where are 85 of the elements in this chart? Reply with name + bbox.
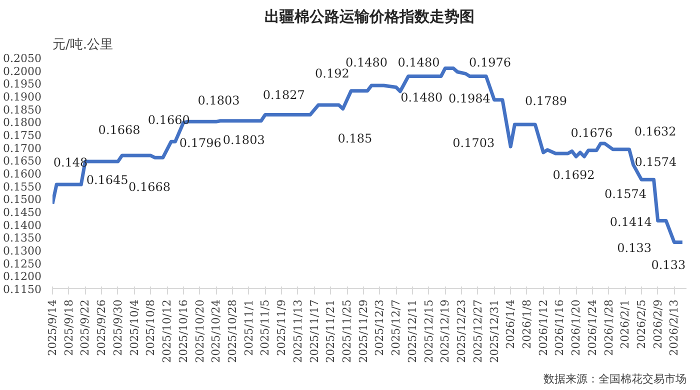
x-tick-label: 2025/12/11	[406, 299, 419, 363]
x-tick-label: 2025/10/12	[160, 299, 174, 363]
x-tick-label: 2025/11/9	[275, 299, 288, 356]
x-tick-label: 2025/12/23	[455, 299, 468, 363]
x-tick-label: 2025/10/24	[210, 299, 223, 363]
y-axis-title: 元/吨.公里	[52, 38, 114, 52]
x-tick-label: 2026/2/13	[668, 299, 681, 356]
annotation: 0.133	[651, 258, 686, 272]
x-tick-label: 2025/12/7	[390, 299, 403, 356]
y-tick-label: 0.1500	[3, 193, 42, 206]
annotation: 0.1660	[148, 113, 190, 128]
line-series	[52, 66, 684, 244]
x-tick-label: 2025/12/15	[422, 299, 436, 363]
y-tick-label: 0.1200	[3, 270, 42, 284]
annotation: 0.1803	[222, 133, 265, 148]
annotation: 0.1703	[452, 136, 495, 150]
annotation: 0.1976	[468, 56, 511, 70]
annotation: 0.1574	[604, 187, 647, 202]
x-tick-label: 2025/10/8	[144, 299, 158, 356]
y-tick-label: 0.1850	[3, 103, 42, 116]
x-tick-label: 2025/9/22	[78, 299, 92, 356]
x-tick-label: 2025/11/21	[324, 299, 338, 363]
annotation: 0.1414	[610, 215, 652, 230]
x-tick-label: 2025/11/1	[242, 299, 256, 356]
x-tick-label: 2025/9/26	[95, 299, 108, 356]
y-tick-label: 0.1350	[3, 232, 42, 245]
y-tick-label: 0.1800	[3, 116, 42, 130]
y-tick-label: 0.1900	[3, 90, 42, 104]
x-tick-label: 2026/2/1	[618, 299, 632, 349]
x-tick-label: 2025/12/3	[373, 299, 386, 356]
annotation: 0.1984	[448, 91, 491, 106]
y-tick-label: 0.1600	[3, 168, 42, 180]
x-tick-label: 2026/1/4	[504, 299, 518, 349]
y-tick-label: 0.1150	[3, 283, 42, 296]
annotation: 0.1796	[179, 136, 222, 150]
annotation: 0.1789	[524, 94, 567, 108]
x-tick-label: 2025/12/19	[438, 299, 452, 363]
x-tick-label: 2026/1/24	[586, 299, 599, 356]
y-tick-label: 0.2000	[3, 64, 42, 78]
y-tick-label: 0.1650	[3, 154, 42, 168]
annotation: 0.1645	[86, 172, 128, 187]
chart-title: 出疆棉公路运输价格指数走势图	[264, 8, 474, 26]
x-tick-label: 2025/12/31	[488, 299, 501, 363]
x-tick-label: 2025/11/13	[291, 299, 304, 363]
x-tick-label: 2026/2/5	[635, 299, 648, 349]
annotation: 0.1668	[98, 123, 140, 138]
annotation: 0.185	[338, 131, 372, 146]
y-tick-label: 0.1700	[3, 142, 42, 155]
x-tick-label: 2025/9/30	[111, 299, 124, 356]
x-tick-label: 2025/9/14	[46, 299, 59, 356]
y-tick-label: 0.1300	[3, 244, 42, 258]
x-tick-label: 2025/10/28	[226, 299, 239, 363]
y-tick-label: 0.1550	[3, 180, 42, 194]
annotation: 0.1668	[128, 180, 170, 194]
annotation: 0.1676	[570, 126, 613, 140]
y-tick-label: 0.1250	[3, 257, 42, 270]
annotation: 0.1480	[400, 90, 443, 105]
x-tick-label: 2025/10/4	[128, 299, 141, 356]
x-tick-label: 2025/9/18	[62, 299, 76, 356]
x-tick-label: 2026/2/9	[651, 299, 664, 349]
annotation: 0.1574	[634, 155, 678, 170]
x-tick-label: 2026/1/8	[520, 299, 534, 349]
annotation: 0.1692	[552, 168, 595, 182]
annotation: 0.1827	[262, 88, 305, 102]
x-tick-label: 2025/11/17	[308, 299, 321, 363]
y-tick-label: 0.1450	[3, 206, 42, 219]
x-tick-label: 2026/1/12	[536, 299, 550, 356]
annotation: 0.1803	[198, 93, 240, 108]
y-tick-label: 0.1750	[3, 129, 42, 142]
annotation: 0.133	[617, 240, 652, 255]
x-tick-label: 2026/1/28	[602, 299, 616, 356]
x-tick-label: 2026/1/20	[570, 299, 583, 356]
annotation: 0.1480	[398, 56, 440, 70]
y-tick-label: 0.2050	[3, 52, 42, 65]
y-tick-label: 0.1400	[3, 218, 42, 232]
x-tick-label: 2025/10/16	[176, 299, 190, 363]
x-tick-label: 2025/12/27	[471, 299, 484, 363]
x-tick-label: 2025/11/25	[340, 299, 354, 363]
source-note: 数据来源：全国棉花交易市场	[544, 372, 686, 386]
x-tick-label: 2025/10/20	[193, 299, 206, 363]
annotation: 0.1632	[634, 124, 676, 138]
x-tick-label: 2025/11/29	[356, 299, 370, 363]
x-tick-label: 2025/11/5	[258, 299, 272, 356]
x-tick-label: 2026/1/16	[553, 299, 566, 356]
y-tick-label: 0.1950	[3, 78, 42, 91]
